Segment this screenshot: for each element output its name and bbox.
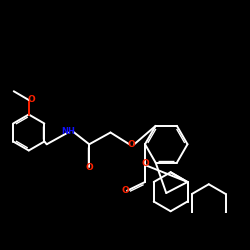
Text: O: O bbox=[141, 159, 149, 168]
Text: O: O bbox=[128, 140, 136, 149]
Text: O: O bbox=[28, 96, 35, 104]
Text: O: O bbox=[86, 162, 93, 172]
Text: O: O bbox=[122, 186, 130, 195]
Text: NH: NH bbox=[61, 127, 75, 136]
